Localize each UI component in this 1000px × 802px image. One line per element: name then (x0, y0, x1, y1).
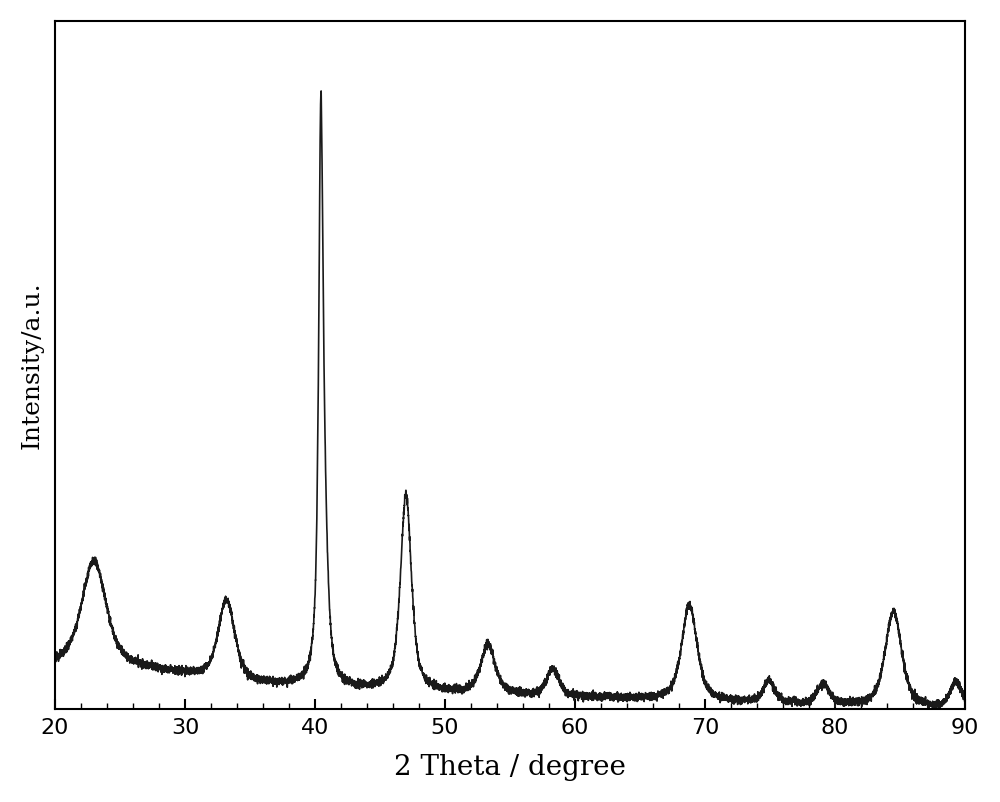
Y-axis label: Intensity/a.u.: Intensity/a.u. (21, 282, 44, 449)
X-axis label: 2 Theta / degree: 2 Theta / degree (394, 754, 626, 781)
